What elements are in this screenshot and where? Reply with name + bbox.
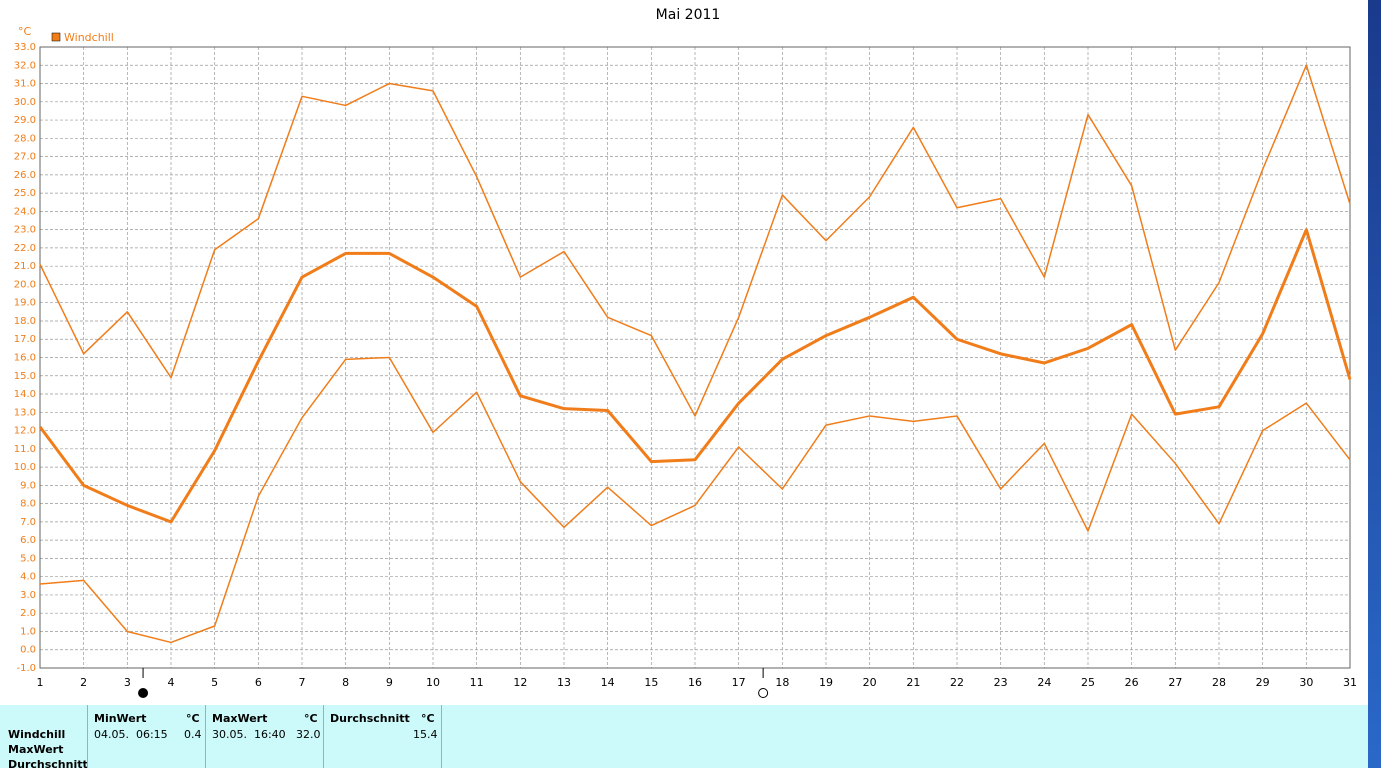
x-tick-label: 19 [819,676,833,689]
x-tick-label: 15 [644,676,658,689]
x-tick-label: 4 [168,676,175,689]
y-tick-label: 29.0 [14,115,36,126]
legend-label: Windchill [64,31,114,44]
x-tick-label: 10 [426,676,440,689]
x-tick-label: 6 [255,676,262,689]
y-tick-label: 27.0 [14,152,36,163]
series-line [39,64,1351,417]
moon-marker [138,688,149,698]
x-tick-label: 18 [775,676,789,689]
y-tick-label: 21.0 [14,261,36,272]
window-border [1368,0,1381,768]
x-tick-label: 5 [211,676,218,689]
row-label: MaxWert [8,743,64,756]
series-line [39,356,1351,644]
x-tick-label: 30 [1299,676,1313,689]
y-tick-label: 30.0 [14,97,36,108]
chart: Mai 2011 °C Windchill -1.0 0.0 1.0 2.0 3.0 4.… [14,7,1357,698]
y-tick-label: 23.0 [14,225,36,236]
separator [87,705,88,768]
y-tick-label: 5.0 [20,553,36,564]
x-tick-label: 25 [1081,676,1095,689]
column-unit: °C [186,712,200,725]
row-label: Windchill [8,728,66,741]
y-tick-label: 17.0 [14,334,36,345]
x-tick-label: 20 [863,676,877,689]
value: 0.4 [184,728,202,741]
y-tick-label: 7.0 [20,517,36,528]
y-tick-label: -1.0 [16,663,36,674]
y-tick-label: 32.0 [14,60,36,71]
x-tick-label: 9 [386,676,393,689]
column-unit: °C [304,712,318,725]
y-tick-label: 31.0 [14,79,36,90]
series-line [38,228,1352,524]
y-tick-label: 33.0 [14,42,36,53]
x-tick-label: 13 [557,676,571,689]
x-tick-label: 26 [1125,676,1139,689]
plot-frame [39,46,1351,669]
column-unit: °C [421,712,435,725]
y-unit: °C [18,25,32,38]
y-tick-label: 26.0 [14,170,36,181]
y-tick-label: 8.0 [20,499,36,510]
column-header: MaxWert [212,712,268,725]
x-tick-label: 12 [513,676,527,689]
statistics-panel: Windchill MaxWert Durchschnitt MinWert °… [0,705,1368,771]
x-tick-label: 1 [37,676,44,689]
y-tick-label: 24.0 [14,206,36,217]
x-tick-label: 14 [601,676,615,689]
x-tick-label: 8 [342,676,349,689]
x-tick-label: 22 [950,676,964,689]
chart-title: Mai 2011 [656,7,721,23]
x-tick-label: 16 [688,676,702,689]
x-tick-label: 21 [906,676,920,689]
separator [441,705,442,768]
y-tick-label: 18.0 [14,316,36,327]
x-tick-label: 23 [994,676,1008,689]
y-tick-label: 13.0 [14,407,36,418]
y-tick-label: 11.0 [14,444,36,455]
x-tick-label: 29 [1256,676,1270,689]
y-tick-label: 3.0 [20,590,36,601]
legend-swatch [51,32,61,42]
y-tick-label: 12.0 [14,426,36,437]
separator [205,705,206,768]
y-tick-label: 19.0 [14,298,36,309]
y-tick-label: 2.0 [20,608,36,619]
x-tick-label: 3 [124,676,131,689]
y-tick-label: 0.0 [20,645,36,656]
column-header: MinWert [94,712,147,725]
y-tick-label: 14.0 [14,389,36,400]
y-tick-label: 10.0 [14,462,36,473]
y-tick-label: 25.0 [14,188,36,199]
y-tick-label: 6.0 [20,535,36,546]
column-header: Durchschnitt [330,712,410,725]
x-tick-label: 31 [1343,676,1357,689]
row-label: Durchschnitt [8,758,88,771]
y-tick-label: 9.0 [20,480,36,491]
y-tick-label: 28.0 [14,133,36,144]
separator [323,705,324,768]
y-tick-label: 1.0 [20,626,36,637]
y-tick-label: 4.0 [20,572,36,583]
x-tick-label: 28 [1212,676,1226,689]
x-tick-label: 2 [80,676,87,689]
x-tick-label: 24 [1037,676,1051,689]
x-tick-label: 7 [299,676,306,689]
x-tick-label: 17 [732,676,746,689]
y-tick-label: 20.0 [14,279,36,290]
x-tick-label: 27 [1168,676,1182,689]
y-tick-label: 16.0 [14,353,36,364]
time: 30.05. 16:40 [212,728,286,741]
value: 32.0 [296,728,321,741]
time: 04.05. 06:15 [94,728,168,741]
x-tick-label: 11 [470,676,484,689]
y-tick-label: 15.0 [14,371,36,382]
value: 15.4 [413,728,438,741]
moon-marker [758,688,769,698]
y-tick-label: 22.0 [14,243,36,254]
